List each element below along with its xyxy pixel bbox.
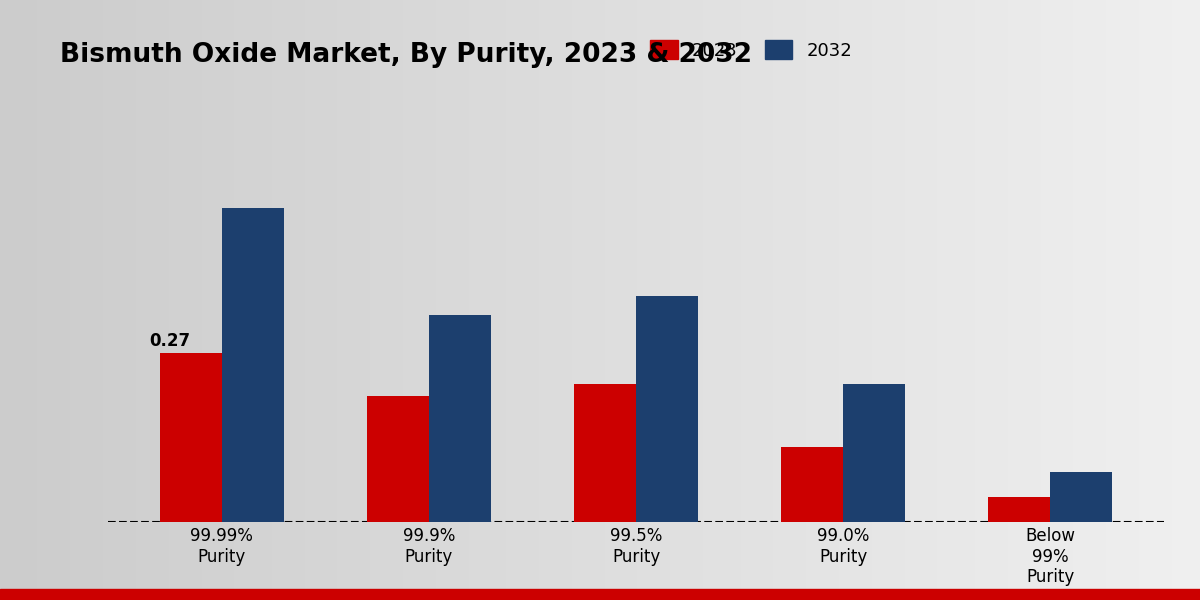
Bar (1050, 472, 1112, 522)
Bar (428, 315, 491, 522)
Bar (988, 497, 1050, 522)
Legend: 2023, 2032: 2023, 2032 (643, 33, 859, 67)
Bar (367, 397, 428, 522)
Bar (222, 208, 284, 522)
Bar (636, 296, 698, 522)
Bar (844, 384, 905, 522)
Text: Bismuth Oxide Market, By Purity, 2023 & 2032: Bismuth Oxide Market, By Purity, 2023 & … (60, 42, 752, 68)
Bar (781, 446, 844, 522)
Text: 0.27: 0.27 (150, 332, 191, 350)
Bar (574, 384, 636, 522)
Bar (160, 353, 222, 522)
